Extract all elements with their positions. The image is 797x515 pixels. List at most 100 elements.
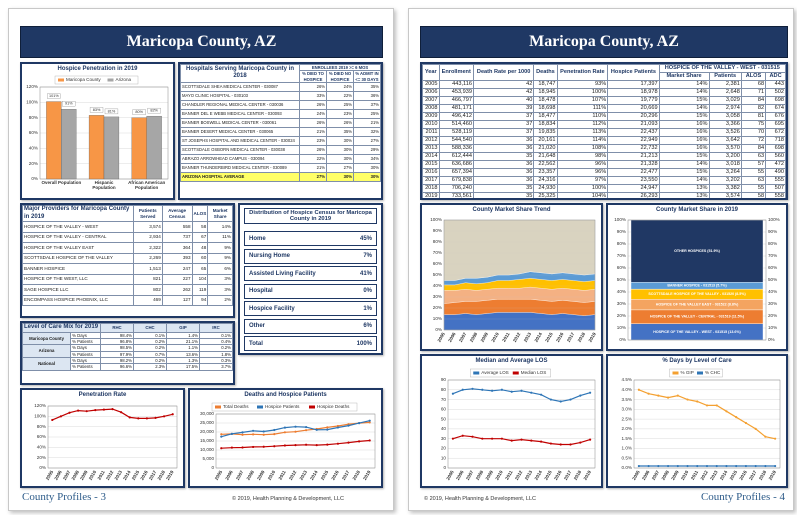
x-tick-label: 2005 [45, 469, 55, 481]
row: 2011 528,119 37 19,835 113% 22,437 16% 3,526 70 6… [422, 127, 786, 137]
cell: 21,328 [607, 159, 660, 169]
cell: 24% [299, 108, 327, 119]
cell: 35% [326, 126, 354, 137]
point [491, 437, 494, 440]
bar-segment [630, 219, 764, 283]
column-header: CHC [133, 323, 167, 333]
point [481, 388, 484, 391]
point [774, 437, 777, 440]
point [754, 464, 757, 468]
y2-tick-label: 100% [768, 217, 780, 222]
y-tick-label: 25,000 [200, 420, 214, 425]
column-header: RHC [100, 323, 134, 333]
point [481, 437, 484, 440]
cell: 67 [191, 231, 209, 243]
point [220, 447, 223, 450]
y-tick-label: 2.0% [622, 426, 632, 431]
cell: 14% [658, 79, 710, 89]
point [283, 431, 286, 434]
y-tick-label: 5,000 [203, 456, 215, 461]
bar [88, 115, 105, 180]
point [145, 417, 148, 420]
y-tick-label: 100% [26, 100, 38, 105]
value-label-box [132, 109, 146, 115]
cell: 679,838 [438, 175, 474, 185]
cell: SCOTTSDALE HOSPICE OF THE VALLEY [22, 252, 134, 264]
group-name: Arizona [22, 344, 72, 358]
y-tick-label: 100% [34, 414, 46, 419]
legend-label: Median LOS [521, 370, 547, 375]
cell: 481,171 [438, 103, 474, 113]
point [647, 392, 650, 395]
point [540, 440, 543, 443]
panel: Median and Average LOS Average LOS Median … [420, 354, 603, 488]
segment-label: BANNER HOSPICE - 031513 (5.7%) [667, 284, 727, 288]
point [589, 438, 592, 441]
y2-tick-label: 30% [768, 301, 777, 306]
x-tick-label: 2015 [544, 331, 554, 343]
x-tick-label: 2018 [577, 331, 587, 343]
cell: 119 [191, 284, 209, 296]
y-tick-label: 50% [617, 277, 626, 282]
y-tick-label: 1.0% [622, 446, 632, 451]
row: HOSPICE OF THE VALLEY - WEST 3,574 558 58 14… [22, 221, 233, 233]
cell: 35 [472, 151, 535, 161]
point [336, 426, 339, 429]
cell: 706,240 [438, 183, 474, 193]
x-tick-label: 2005 [445, 469, 455, 481]
legend-swatch [309, 405, 315, 409]
y-tick-label: 20% [29, 161, 38, 166]
cell: ABRAZO ARROWHEAD CAMPUS - 030094 [180, 153, 300, 164]
x-tick-label: 2009 [670, 469, 680, 481]
cell: 16% [658, 143, 710, 153]
x-tick-label: 2012 [105, 469, 115, 481]
cell: 25,325 [533, 191, 558, 198]
cell: 104% [556, 191, 609, 198]
cell: 18,945 [533, 87, 558, 97]
point [252, 445, 255, 449]
cell: 2019 [422, 191, 440, 198]
cell: 18,978 [607, 87, 660, 97]
x-tick-label: 2011 [97, 469, 107, 481]
column-header: Hospice Patients [607, 64, 660, 81]
x-tick-label: 2007 [235, 469, 245, 481]
cell: 528,119 [438, 127, 474, 137]
row: 2010 514,460 37 18,834 112% 21,093 16% 3,366 75 6… [422, 119, 786, 129]
bar [46, 101, 62, 180]
header-row: % DIED TO HOSPICE% DIED NO HOSPICE% ADMI… [181, 70, 381, 83]
group-name: National [22, 356, 72, 371]
y-tick-label: 60% [617, 265, 626, 270]
point [220, 433, 223, 436]
point [657, 464, 660, 468]
row: HOSPICE OF THE WEST, LLC 821 227 104 3% [22, 273, 233, 285]
cell: 82 [740, 103, 767, 113]
cell: 18,698 [533, 103, 558, 113]
cell: 13% [658, 183, 710, 193]
value-label: 82% [150, 109, 158, 113]
row: 2005 443,116 42 18,747 93% 17,397 14% 2,381 68 44… [422, 79, 786, 89]
cell: 2012 [422, 135, 440, 145]
cell: 37 [472, 119, 535, 129]
cell: 22,732 [607, 143, 660, 153]
cell: 718 [765, 135, 786, 145]
cell: 29% [353, 144, 381, 155]
cell: 612,444 [438, 151, 474, 161]
cell: 26% [299, 144, 327, 155]
y-tick-label: 2.5% [622, 416, 632, 421]
row: 2016 657,394 36 23,357 96% 22,477 15% 3,264 55 49… [422, 167, 786, 177]
cell: 2,322 [132, 242, 163, 254]
cell: 2015 [422, 159, 440, 169]
point [294, 425, 297, 428]
cell: BANNER BOSWELL MEDICAL CENTER - 030061 [180, 117, 300, 128]
group-header: HOSPICE OF THE VALLEY - WEST - 031515 [658, 64, 786, 73]
column-header: Enrollment [438, 64, 474, 81]
cell: 802 [132, 284, 163, 296]
x-tick-label: 2009 [79, 469, 89, 481]
cell: 26% [299, 81, 327, 92]
cell: 698 [765, 95, 786, 105]
cell: 58 [191, 221, 209, 233]
distribution-row: Home 45% [244, 231, 377, 246]
cell: 3,366 [708, 119, 742, 129]
cell: 1,513 [132, 263, 163, 275]
cell: 111% [556, 103, 609, 113]
